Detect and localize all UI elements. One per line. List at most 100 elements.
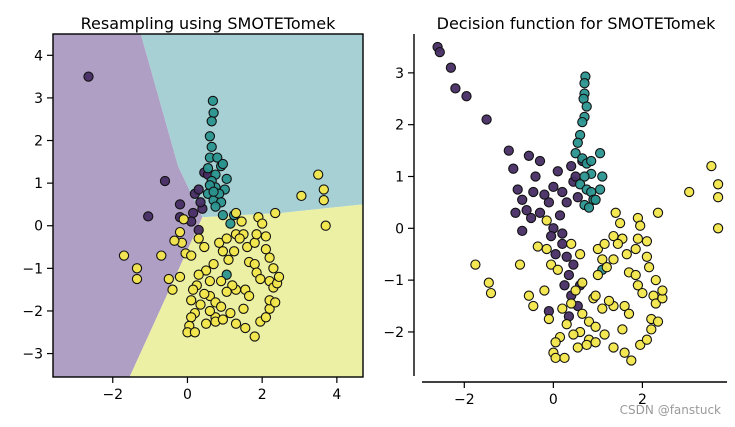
- left-point-class-2: [257, 218, 268, 229]
- right-point-class-0: [517, 225, 528, 237]
- right-point-class-1: [594, 184, 606, 195]
- left-point-class-2: [199, 241, 210, 253]
- left-point-class-2: [221, 286, 232, 297]
- left-point-class-2: [320, 220, 331, 231]
- left-point-class-2: [193, 269, 204, 280]
- left-point-class-2: [174, 226, 186, 238]
- right-point-class-2: [597, 303, 608, 314]
- right-x-tick-label: −2: [454, 392, 475, 408]
- right-point-class-2: [599, 329, 610, 340]
- left-point-class-2: [264, 252, 275, 263]
- right-point-class-2: [583, 316, 595, 327]
- right-point-class-1: [577, 116, 588, 128]
- left-point-class-2: [189, 327, 201, 338]
- left-point-class-0: [83, 71, 94, 82]
- right-point-class-0: [521, 205, 532, 216]
- left-point-class-1: [207, 95, 219, 107]
- right-point-class-1: [572, 137, 583, 148]
- left-point-class-1: [225, 218, 236, 229]
- right-point-class-2: [523, 290, 535, 301]
- right-point-class-2: [470, 259, 481, 270]
- right-point-class-2: [485, 287, 497, 299]
- right-point-class-0: [548, 181, 559, 193]
- right-point-class-2: [592, 243, 604, 255]
- right-y-tick-label: 2: [395, 118, 404, 134]
- right-point-class-2: [641, 236, 653, 247]
- right-chart: Decision function for SMOTETomek −2 0 2 −2…: [383, 14, 727, 408]
- right-y-axis: −2 −1 0 1 2 3: [383, 66, 414, 341]
- left-y-tick-label: −1: [22, 261, 43, 277]
- right-point-class-2: [712, 223, 724, 234]
- right-point-class-2: [550, 352, 561, 364]
- right-point-class-2: [514, 259, 526, 270]
- left-point-class-1: [217, 209, 229, 221]
- right-point-class-1: [590, 194, 601, 205]
- left-point-class-2: [193, 233, 204, 244]
- right-point-class-0: [539, 189, 550, 200]
- left-point-class-2: [217, 246, 229, 257]
- left-point-class-0: [143, 211, 154, 222]
- left-point-class-1: [202, 163, 214, 174]
- right-point-class-0: [450, 83, 461, 94]
- left-point-class-2: [186, 250, 197, 261]
- left-point-class-2: [178, 214, 189, 225]
- left-scatter-points: [83, 71, 331, 342]
- right-point-class-0: [461, 91, 472, 102]
- right-point-class-2: [608, 254, 619, 265]
- right-point-class-0: [552, 166, 563, 177]
- left-x-axis: −2 0 2 4: [102, 377, 341, 403]
- left-y-tick-label: 1: [34, 176, 43, 192]
- right-point-class-2: [581, 339, 592, 351]
- right-chart-title: Decision function for SMOTETomek: [437, 14, 716, 33]
- right-point-class-2: [590, 337, 601, 348]
- right-point-class-2: [539, 285, 550, 296]
- right-x-tick-label: 2: [638, 392, 647, 408]
- right-y-tick-label: 0: [395, 221, 404, 237]
- right-x-tick-label: 0: [549, 392, 558, 408]
- left-point-class-1: [206, 141, 217, 153]
- left-point-class-2: [251, 229, 262, 240]
- left-x-tick-label: 0: [183, 387, 192, 403]
- left-point-class-2: [167, 284, 178, 295]
- left-point-class-2: [228, 246, 240, 257]
- right-point-class-2: [570, 285, 581, 296]
- left-point-class-2: [273, 271, 285, 283]
- right-point-class-0: [557, 186, 568, 198]
- left-point-class-2: [204, 305, 216, 317]
- left-point-class-1: [217, 158, 229, 170]
- right-point-class-0: [508, 163, 519, 174]
- right-point-class-0: [534, 207, 546, 218]
- left-point-class-2: [230, 207, 242, 219]
- right-point-class-2: [652, 207, 664, 218]
- right-y-tick-label: 1: [395, 170, 404, 186]
- right-point-class-0: [572, 192, 583, 203]
- left-point-class-2: [156, 250, 167, 261]
- right-point-class-0: [534, 155, 546, 167]
- right-y-tick-label: −2: [383, 325, 404, 341]
- right-point-class-2: [566, 238, 577, 250]
- left-point-class-2: [217, 314, 229, 325]
- left-point-class-1: [212, 152, 223, 163]
- right-point-class-0: [568, 259, 579, 270]
- right-point-class-2: [566, 298, 577, 309]
- left-point-class-2: [234, 233, 245, 244]
- right-point-class-2: [650, 274, 661, 286]
- left-point-class-2: [215, 275, 227, 287]
- left-point-class-2: [249, 258, 260, 270]
- right-point-class-0: [545, 230, 557, 242]
- right-point-class-1: [581, 101, 592, 112]
- right-point-class-0: [525, 212, 537, 224]
- left-point-class-1: [204, 131, 216, 142]
- right-point-class-0: [559, 280, 570, 291]
- left-point-class-2: [131, 273, 143, 285]
- left-point-class-2: [255, 273, 266, 285]
- right-point-class-0: [481, 114, 492, 125]
- left-point-class-0: [195, 197, 206, 208]
- left-point-class-2: [118, 250, 130, 261]
- left-point-class-2: [163, 273, 174, 285]
- left-region-class-1: [140, 34, 363, 218]
- right-point-class-0: [445, 62, 457, 73]
- right-point-class-2: [543, 313, 555, 325]
- right-point-class-0: [434, 46, 445, 58]
- right-point-class-2: [712, 179, 724, 190]
